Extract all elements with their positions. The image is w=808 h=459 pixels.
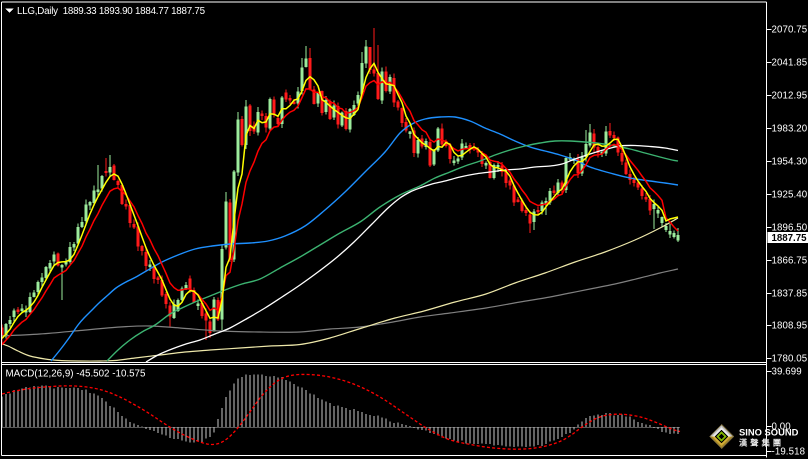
svg-text:1866.75: 1866.75 (772, 256, 808, 267)
svg-text:1983.20: 1983.20 (772, 124, 808, 135)
svg-text:1896.50: 1896.50 (772, 223, 808, 234)
svg-text:0.00: 0.00 (772, 422, 792, 433)
svg-text:MACD(12,26,9) -45.502 -10.575: MACD(12,26,9) -45.502 -10.575 (6, 369, 147, 380)
svg-text:漢聲集團: 漢聲集團 (739, 438, 784, 448)
svg-text:SINO SOUND: SINO SOUND (739, 427, 799, 438)
svg-text:2041.85: 2041.85 (772, 58, 808, 69)
svg-text:1837.85: 1837.85 (772, 289, 808, 300)
svg-text:1808.95: 1808.95 (772, 321, 808, 332)
svg-text:1925.40: 1925.40 (772, 190, 808, 201)
svg-text:39.699: 39.699 (772, 367, 802, 378)
svg-text:2070.75: 2070.75 (772, 25, 808, 36)
svg-text:1887.75: 1887.75 (772, 233, 808, 244)
svg-text:2012.95: 2012.95 (772, 91, 808, 102)
svg-text:LLG,Daily 1889.33 1893.90 188: LLG,Daily 1889.33 1893.90 1884.77 1887.7… (17, 6, 206, 17)
svg-text:-19.518: -19.518 (772, 447, 806, 458)
svg-text:1780.05: 1780.05 (772, 354, 808, 365)
svg-text:1954.30: 1954.30 (772, 157, 808, 168)
